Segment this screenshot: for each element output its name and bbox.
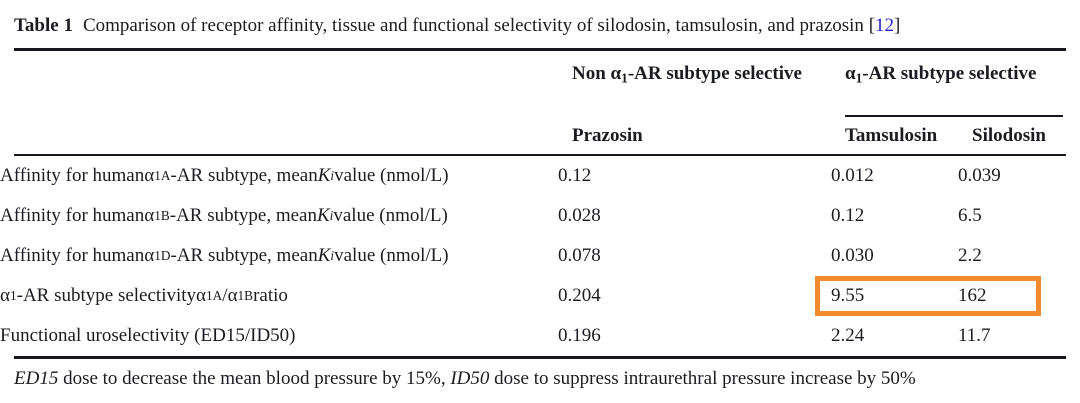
header-group-row: Non α1-AR subtype selective α1-AR subtyp… <box>14 51 1066 117</box>
cell-prazosin: 0.028 <box>558 205 601 226</box>
cell-silodosin: 11.7 <box>958 325 991 346</box>
header-prazosin: Prazosin <box>572 124 643 146</box>
table-row-highlighted: α 1 -AR subtype selectivity α 1A / α 1B ratio … <box>0 276 1080 316</box>
table-row: Affinity for human α 1A -AR subtype, mean … <box>0 156 1080 196</box>
divider-bottom <box>14 356 1066 359</box>
cell-silodosin: 6.5 <box>958 205 982 226</box>
cell-prazosin: 0.12 <box>558 165 592 186</box>
table-footnote: ED15 dose to decrease the mean blood pre… <box>14 368 916 389</box>
header-drug-row: Prazosin Tamsulosin Silodosin <box>14 117 1066 154</box>
table-caption-label: Table 1 <box>14 15 73 36</box>
table-row: Affinity for human α 1D -AR subtype, mean … <box>0 236 1080 276</box>
row-label: Functional uroselectivity (ED15/ID50) <box>0 325 296 346</box>
cell-silodosin: 162 <box>958 285 987 306</box>
table-row: Affinity for human α 1B -AR subtype, mean … <box>0 196 1080 236</box>
cell-tamsulosin: 0.012 <box>831 165 874 186</box>
row-label: Affinity for human α 1D -AR subtype, mean … <box>0 245 449 266</box>
header-tamsulosin: Tamsulosin <box>845 124 938 146</box>
row-label: Affinity for human α 1B -AR subtype, mean … <box>0 205 448 226</box>
header-group-selective: α1-AR subtype selective <box>845 51 1063 117</box>
cell-prazosin: 0.204 <box>558 285 601 306</box>
divider-header <box>14 154 1066 156</box>
cell-prazosin: 0.196 <box>558 325 601 346</box>
table-caption: Table 1 Comparison of receptor affinity, … <box>0 0 1080 48</box>
cell-tamsulosin: 0.12 <box>831 205 865 226</box>
cell-tamsulosin: 0.030 <box>831 245 874 266</box>
header-empty <box>14 117 572 154</box>
table-row: Functional uroselectivity (ED15/ID50) 0.… <box>0 316 1080 356</box>
row-label: α 1 -AR subtype selectivity α 1A / α 1B ratio <box>0 285 288 306</box>
table-body: Affinity for human α 1A -AR subtype, mean … <box>0 156 1080 356</box>
divider-top <box>14 48 1066 51</box>
table-caption-text[interactable]: Comparison of receptor affinity, tissue … <box>82 15 901 36</box>
row-label: Affinity for human α 1A -AR subtype, mean … <box>0 165 449 186</box>
header-silodosin: Silodosin <box>972 124 1046 146</box>
cell-silodosin: 0.039 <box>958 165 1001 186</box>
header-group-empty <box>14 51 572 117</box>
cell-silodosin: 2.2 <box>958 245 982 266</box>
cell-prazosin: 0.078 <box>558 245 601 266</box>
cell-tamsulosin: 9.55 <box>831 285 865 306</box>
cell-tamsulosin: 2.24 <box>831 325 865 346</box>
header-group-non-selective: Non α1-AR subtype selective <box>572 63 802 86</box>
